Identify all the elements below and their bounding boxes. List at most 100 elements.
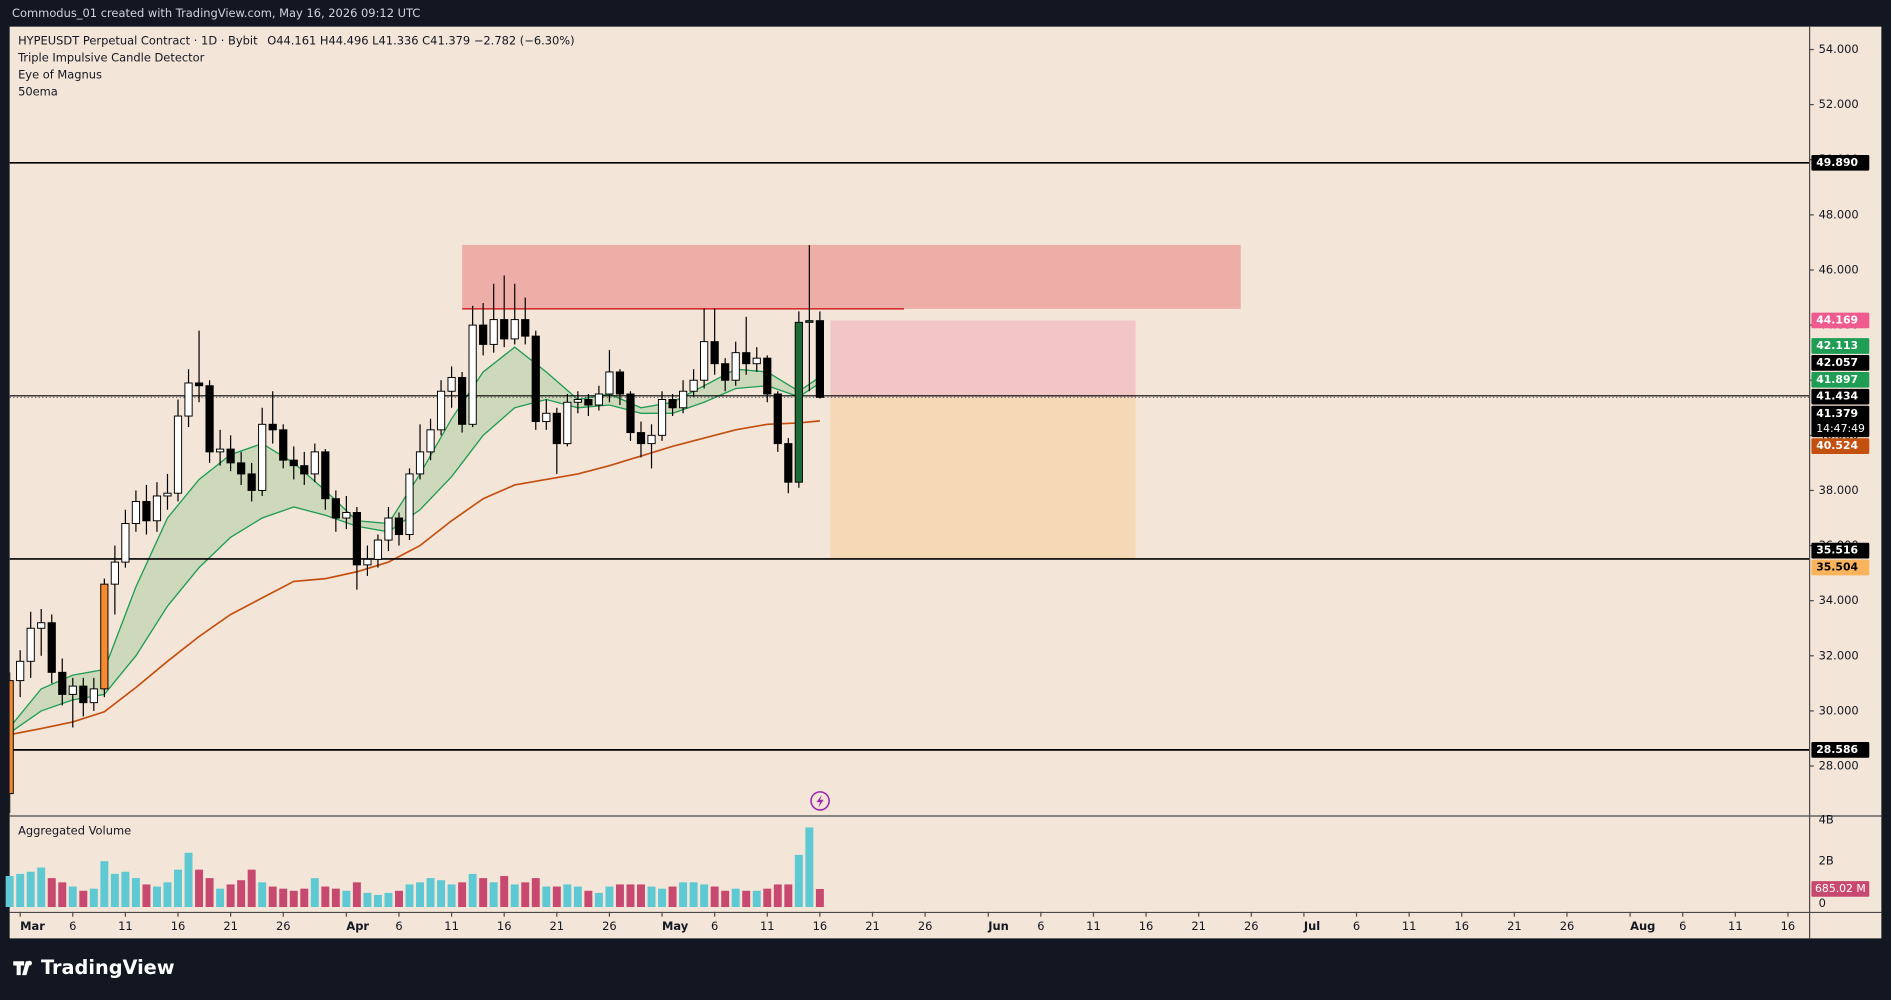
volume-bar: [384, 892, 393, 908]
price-tag-label: 35.504: [1816, 561, 1858, 574]
x-tick-label: 26: [918, 919, 933, 933]
volume-bar: [205, 878, 214, 908]
x-tick-label: 6: [1037, 919, 1044, 933]
brand-name: TradingView: [41, 956, 175, 979]
volume-bar: [815, 888, 824, 908]
legend-ohlc: O44.161 H44.496 L41.336 C41.379 −2.782 (…: [267, 34, 574, 48]
candle-body: [573, 399, 582, 403]
indicator-name: Triple Impulsive Candle Detector: [17, 51, 205, 65]
candle-body: [636, 432, 646, 445]
candle-body: [142, 500, 151, 522]
price-tag: [1811, 438, 1870, 454]
volume-bar: [805, 827, 814, 908]
x-tick-label: 21: [550, 919, 565, 933]
volume-bar: [489, 882, 498, 908]
candle-body: [805, 320, 814, 323]
volume-bar: [668, 886, 677, 908]
candle-body: [552, 412, 561, 445]
axes: 28.00030.00032.00034.00036.00038.00040.0…: [19, 42, 1870, 933]
candle-body: [731, 352, 740, 381]
candle-body: [584, 399, 593, 406]
alert-icon[interactable]: [810, 791, 830, 811]
volume-bar: [458, 882, 467, 908]
volume-bar: [268, 886, 277, 908]
candle-body: [815, 320, 824, 398]
candle-body: [321, 451, 330, 500]
price-tag: [1811, 405, 1870, 438]
price-tag: [1811, 338, 1870, 354]
supply-zone: [462, 244, 1241, 309]
volume-bar: [310, 878, 319, 908]
indicator-line: [9, 420, 820, 736]
volume-bar: [237, 880, 246, 908]
y-tick-label: 46.000: [1819, 262, 1859, 276]
candle-body: [500, 319, 509, 340]
x-tick-label: Jul: [1303, 919, 1320, 933]
indicator-name: 50ema: [18, 84, 58, 98]
candle-body: [363, 558, 372, 566]
x-tick-label: 11: [760, 919, 775, 933]
x-tick-label: 11: [444, 919, 459, 933]
candle-body: [300, 465, 309, 475]
volume-bar: [110, 873, 119, 908]
volume-bar: [16, 873, 25, 908]
price-tag-label: 42.113: [1816, 339, 1858, 352]
x-tick-label: 26: [276, 919, 291, 933]
volume-title: Aggregated Volume: [18, 824, 131, 838]
volume-bar: [752, 890, 761, 908]
candle-body: [678, 390, 688, 409]
x-tick-label: 6: [69, 919, 76, 933]
candle-body: [194, 382, 204, 387]
y-tick-label: 38.000: [1819, 483, 1859, 497]
volume-bar: [26, 871, 35, 908]
volume-bar: [426, 878, 435, 908]
volume-bar: [321, 886, 330, 908]
x-tick-label: 21: [223, 919, 238, 933]
candle-body: [247, 473, 256, 491]
candle-body: [16, 660, 25, 682]
candle-body: [9, 680, 14, 795]
price-tag: [1811, 559, 1870, 576]
candle-body: [237, 462, 246, 475]
volume-bar: [679, 882, 688, 908]
x-tick-label: 16: [1139, 919, 1154, 933]
candle-body: [394, 517, 404, 536]
volume-pane: [5, 827, 824, 908]
volume-bar: [89, 888, 98, 908]
volume-bar: [605, 886, 614, 908]
candle-body: [742, 352, 751, 365]
volume-bar: [647, 886, 656, 908]
x-tick-label: 6: [1353, 919, 1360, 933]
y-tick-label: 30.000: [1819, 703, 1859, 717]
volume-bar: [710, 886, 719, 908]
candle-body: [436, 390, 446, 431]
price-tag: [1811, 742, 1870, 758]
y-tick-label: 32.000: [1819, 648, 1859, 662]
volume-bar: [437, 880, 446, 908]
candle-body: [415, 451, 425, 475]
candle-body: [700, 341, 709, 381]
volume-bar: [479, 878, 488, 908]
candle-body: [657, 399, 667, 436]
volume-bar: [637, 884, 645, 908]
x-tick-label: 11: [1728, 919, 1743, 933]
price-tag-label: 40.524: [1816, 439, 1858, 452]
candle-body: [794, 321, 803, 483]
volume-bar: [731, 888, 740, 908]
volume-bar: [58, 882, 67, 908]
price-tag-label: 41.897: [1816, 373, 1858, 386]
volume-bar: [184, 852, 193, 908]
volume-bar: [594, 892, 603, 908]
price-tag: [1811, 355, 1870, 371]
candle-body: [563, 401, 572, 445]
y-tick-label: 34.000: [1819, 593, 1859, 607]
candle-body: [163, 492, 172, 497]
y-tick-label: 54.000: [1819, 42, 1859, 56]
candle-body: [121, 523, 130, 563]
volume-bar: [416, 882, 425, 908]
x-tick-label: May: [662, 919, 689, 933]
legend-title: HYPEUSDT Perpetual Contract · 1D · Bybit: [18, 34, 258, 48]
volume-bar: [763, 888, 772, 908]
volume-bar: [626, 884, 635, 908]
